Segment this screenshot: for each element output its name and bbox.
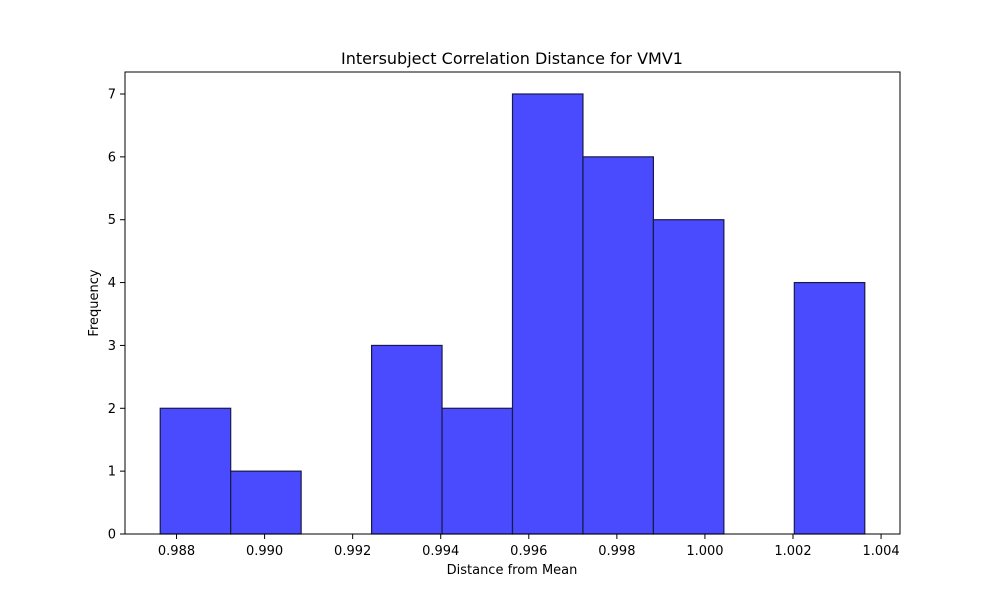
x-tick-label: 1.000	[686, 544, 723, 559]
x-tick-label: 0.996	[510, 544, 547, 559]
x-tick-label: 1.002	[774, 544, 811, 559]
x-tick-label: 1.004	[862, 544, 899, 559]
chart-title: Intersubject Correlation Distance for VM…	[341, 49, 683, 68]
histogram-bar	[511, 93, 584, 535]
x-tick-label: 0.998	[598, 544, 635, 559]
x-tick-label: 0.994	[422, 544, 459, 559]
y-tick-label: 4	[108, 276, 116, 291]
histogram-bar	[230, 470, 302, 535]
histogram-bar	[159, 407, 232, 535]
x-axis-ticks: 0.988 0.990 0.992 0.994 0.996 0.998 1.000 1.002…	[158, 534, 900, 559]
x-tick-label: 0.992	[334, 544, 371, 559]
histogram-bar	[652, 219, 725, 535]
histogram-bar	[793, 281, 866, 535]
y-tick-label: 3	[108, 339, 116, 354]
histogram-bar	[441, 407, 514, 535]
y-axis-ticks: 0 1 2 3 4 5 6 7	[108, 88, 125, 543]
histogram-bar	[582, 156, 655, 535]
x-tick-label: 0.990	[246, 544, 283, 559]
bars-group	[159, 93, 866, 535]
histogram-bar	[370, 344, 443, 535]
y-tick-label: 5	[108, 213, 116, 228]
y-tick-label: 2	[108, 402, 116, 417]
y-tick-label: 6	[108, 150, 116, 165]
x-axis-label: Distance from Mean	[447, 563, 578, 578]
y-axis-label: Frequency	[87, 269, 102, 336]
y-tick-label: 7	[108, 88, 116, 103]
y-tick-label: 1	[108, 465, 116, 480]
y-tick-label: 0	[108, 528, 116, 543]
x-tick-label: 0.988	[158, 544, 195, 559]
plot-frame	[124, 71, 901, 535]
